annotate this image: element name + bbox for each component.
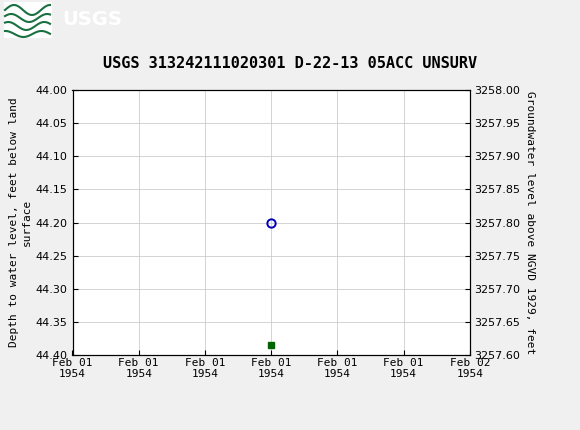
Y-axis label: Depth to water level, feet below land
surface: Depth to water level, feet below land su…: [9, 98, 31, 347]
Text: USGS: USGS: [62, 10, 122, 30]
Text: USGS 313242111020301 D-22-13 05ACC UNSURV: USGS 313242111020301 D-22-13 05ACC UNSUR…: [103, 56, 477, 71]
Y-axis label: Groundwater level above NGVD 1929, feet: Groundwater level above NGVD 1929, feet: [525, 91, 535, 354]
Bar: [4, 2, 52, 38]
